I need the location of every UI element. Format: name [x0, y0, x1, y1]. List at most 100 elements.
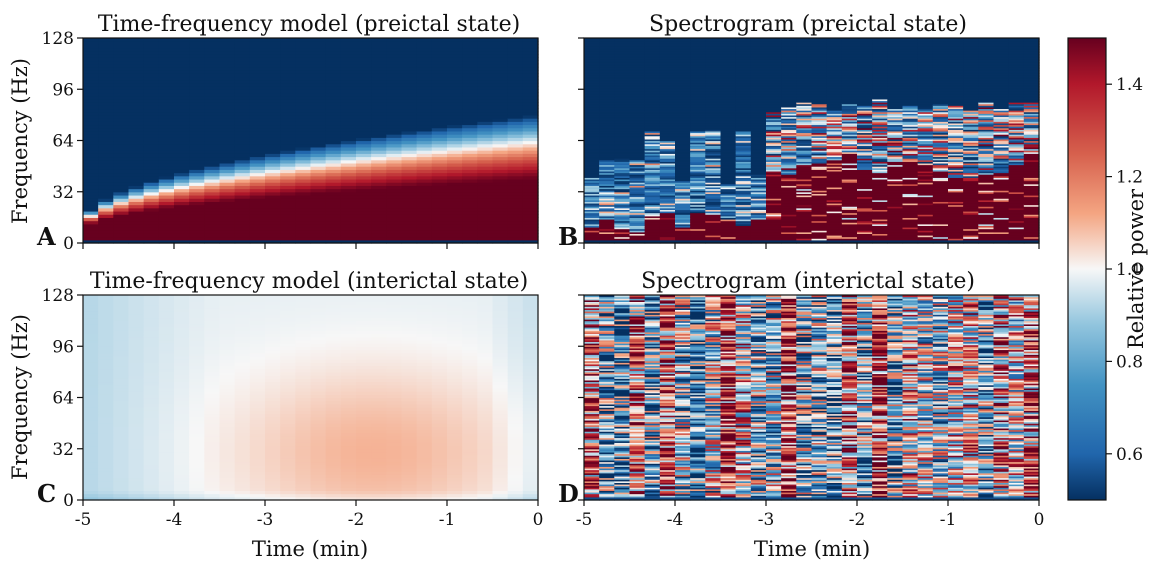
model-cell	[189, 156, 205, 161]
spectrogram-cell	[781, 97, 797, 100]
spectrogram-cell	[932, 156, 949, 159]
spectrogram-cell	[766, 57, 782, 60]
spectrogram-cell	[584, 92, 600, 95]
spectrogram-cell	[750, 46, 767, 49]
spectrogram-cell	[584, 63, 600, 66]
spectrogram-cell	[902, 71, 919, 74]
spectrogram-cell	[872, 202, 888, 206]
spectrogram-cell	[781, 191, 797, 194]
spectrogram-cell	[887, 212, 904, 215]
spectrogram-cell	[857, 68, 873, 71]
spectrogram-cell	[705, 212, 722, 215]
spectrogram-cell	[887, 94, 904, 97]
model-cell	[143, 38, 160, 42]
model-cell	[507, 182, 524, 186]
spectrogram-cell	[902, 73, 919, 76]
spectrogram-cell	[614, 225, 631, 228]
spectrogram-cell	[735, 138, 752, 142]
model-cell	[340, 188, 357, 193]
spectrogram-cell	[644, 68, 661, 71]
model-cell	[356, 82, 372, 87]
model-cell	[462, 82, 478, 87]
spectrogram-cell	[705, 42, 722, 45]
spectrogram-cell	[811, 54, 828, 57]
spectrogram-cell	[720, 177, 737, 180]
spectrogram-cell	[690, 70, 706, 73]
spectrogram-cell	[659, 100, 676, 103]
spectrogram-cell	[705, 102, 722, 105]
spectrogram-cell	[932, 132, 949, 135]
spectrogram-cell	[841, 201, 858, 204]
model-cell	[98, 82, 114, 87]
model-cell	[462, 57, 478, 62]
spectrogram-cell	[614, 138, 631, 142]
spectrogram-cell	[932, 73, 949, 76]
spectrogram-cell	[644, 44, 661, 47]
model-cell	[371, 54, 387, 58]
spectrogram-cell	[690, 207, 706, 210]
spectrogram-cell	[659, 151, 676, 154]
model-cell	[158, 220, 175, 225]
spectrogram-cell	[675, 49, 691, 52]
spectrogram-cell	[887, 68, 904, 71]
model-cell	[265, 105, 281, 110]
model-cell	[447, 66, 463, 71]
model-cell	[356, 236, 372, 241]
model-cell	[507, 217, 524, 222]
model-cell	[371, 57, 387, 62]
spectrogram-cell	[841, 150, 858, 153]
model-cell	[310, 54, 327, 58]
spectrogram-cell	[614, 231, 631, 234]
spectrogram-cell	[599, 178, 615, 182]
model-cell	[295, 57, 312, 62]
model-cell	[356, 86, 372, 90]
spectrogram-cell	[690, 98, 706, 102]
spectrogram-cell	[584, 98, 600, 102]
model-cell	[356, 114, 372, 119]
spectrogram-cell	[887, 185, 904, 188]
spectrogram-cell	[917, 191, 934, 194]
model-cell	[447, 63, 463, 68]
spectrogram-cell	[887, 238, 904, 241]
model-cell	[386, 134, 403, 138]
model-cell	[401, 44, 418, 49]
spectrogram-cell	[720, 57, 737, 60]
spectrogram-cell	[887, 130, 904, 134]
spectrogram-cell	[629, 198, 646, 201]
model-cell	[174, 86, 190, 90]
model-cell	[249, 60, 266, 65]
spectrogram-cell	[599, 95, 615, 98]
model-cell	[204, 178, 221, 183]
spectrogram-cell	[599, 146, 615, 150]
spectrogram-cell	[750, 170, 767, 174]
model-cell	[113, 204, 130, 209]
spectrogram-cell	[614, 127, 631, 130]
spectrogram-cell	[826, 207, 843, 210]
spectrogram-cell	[720, 201, 737, 204]
model-cell	[174, 182, 190, 186]
spectrogram-cell	[811, 218, 828, 222]
spectrogram-cell	[887, 164, 904, 167]
spectrogram-cell	[781, 132, 797, 135]
model-cell	[280, 191, 296, 196]
spectrogram-cell	[644, 116, 661, 119]
spectrogram-cell	[902, 62, 919, 65]
model-cell	[128, 220, 145, 225]
model-cell	[431, 41, 448, 45]
model-cell	[462, 63, 478, 68]
spectrogram-cell	[690, 110, 706, 113]
spectrogram-cell	[872, 63, 888, 66]
spectrogram-cell	[841, 153, 858, 156]
model-cell	[386, 76, 403, 81]
model-cell	[249, 140, 266, 145]
spectrogram-cell	[659, 159, 676, 162]
spectrogram-cell	[705, 228, 722, 231]
spectrogram-cell	[599, 130, 615, 134]
model-cell	[128, 137, 145, 142]
spectrogram-cell	[659, 110, 676, 113]
model-cell	[507, 82, 524, 87]
model-cell	[265, 41, 281, 45]
model-cell	[143, 140, 160, 145]
spectrogram-cell	[584, 201, 600, 204]
spectrogram-cell	[675, 148, 691, 151]
